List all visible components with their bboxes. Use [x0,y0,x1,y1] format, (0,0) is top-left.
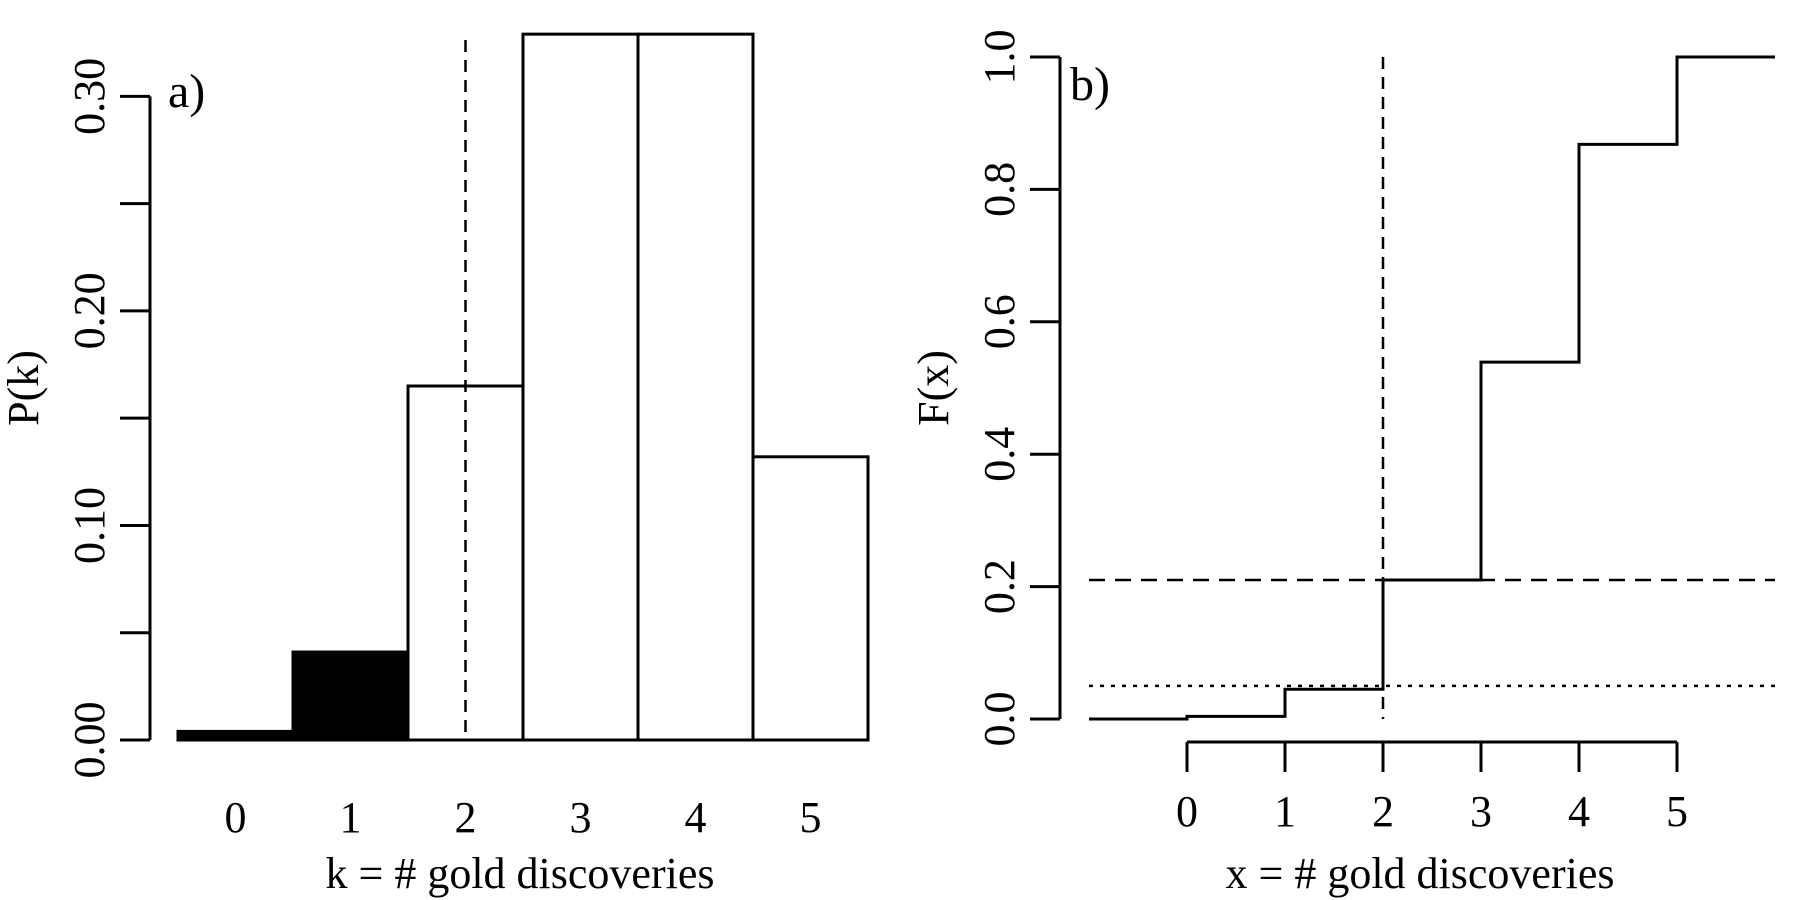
panel-a-pmf-chart: 0.00 0.10 0.20 0.30 0 1 2 3 4 5 a) k = # gold di… [0,32,870,898]
pmf-y-axis: 0.00 0.10 0.20 0.30 [65,58,152,779]
cdf-y-axis-label: F(x) [909,350,958,426]
cdf-panel-label: b) [1070,58,1110,111]
pmf-y-tick-label: 0.10 [65,487,114,564]
pmf-bar-4 [636,32,755,742]
pmf-x-tick-3: 3 [570,793,592,842]
pmf-y-tick-label: 0.30 [65,58,114,135]
pmf-x-tick-0: 0 [225,793,247,842]
cdf-x-tick-label-3: 3 [1470,787,1492,836]
cdf-y-tick-label: 1.0 [975,30,1024,85]
pmf-y-tick-label: 0.00 [65,702,114,779]
pmf-y-axis-label: P(k) [0,350,48,426]
pmf-panel-label: a) [168,65,205,118]
cdf-y-tick-label: 0.8 [975,162,1024,217]
pmf-bar-3 [521,32,640,742]
pmf-bar-5 [751,455,870,742]
cdf-x-axis: 0 1 2 3 4 5 [1176,740,1688,836]
cdf-x-tick-label-5: 5 [1666,787,1688,836]
cdf-y-tick-label: 0.2 [975,559,1024,614]
pmf-x-tick-1: 1 [340,793,362,842]
cdf-x-axis-label: x = # gold discoveries [1226,849,1615,898]
pmf-bar-0 [176,729,295,742]
pmf-x-axis-label: k = # gold discoveries [326,849,715,898]
cdf-x-tick-label-2: 2 [1372,787,1394,836]
cdf-y-tick-label: 0.4 [975,427,1024,482]
pmf-bar-1 [291,650,410,742]
pmf-x-tick-labels: 0 1 2 3 4 5 [225,793,822,842]
cdf-x-tick-label-1: 1 [1274,787,1296,836]
cdf-x-tick-label-0: 0 [1176,787,1198,836]
cdf-y-tick-label: 0.0 [975,692,1024,747]
cdf-x-tick-label-4: 4 [1568,787,1590,836]
pmf-x-tick-5: 5 [800,793,822,842]
pmf-x-tick-4: 4 [685,793,707,842]
pmf-x-tick-2: 2 [455,793,477,842]
cdf-reference-lines [1089,57,1775,719]
pmf-y-tick-label: 0.20 [65,272,114,349]
cdf-y-tick-label: 0.6 [975,294,1024,349]
panel-b-cdf-chart: 0.0 0.2 0.4 0.6 0.8 1.0 0 1 2 3 4 5 b) x = # gold … [909,30,1775,898]
cdf-y-axis: 0.0 0.2 0.4 0.6 0.8 1.0 [975,30,1062,747]
pmf-bars [176,32,870,742]
cdf-step-line [1089,55,1775,721]
